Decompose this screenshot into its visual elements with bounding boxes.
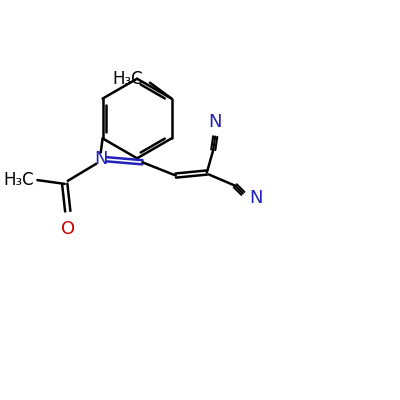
Text: N: N xyxy=(94,150,108,168)
Text: O: O xyxy=(61,220,75,238)
Text: N: N xyxy=(250,189,263,207)
Text: H₃C: H₃C xyxy=(112,70,143,88)
Text: H₃C: H₃C xyxy=(3,171,34,189)
Text: N: N xyxy=(208,113,222,131)
